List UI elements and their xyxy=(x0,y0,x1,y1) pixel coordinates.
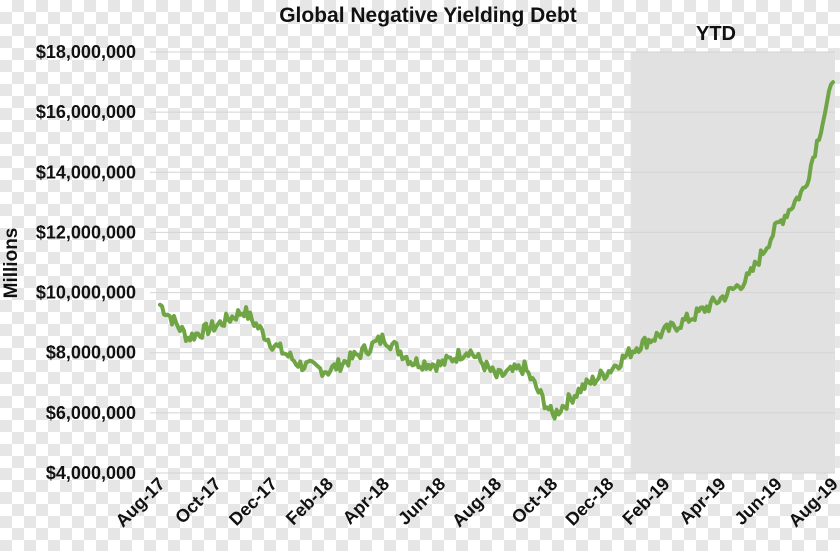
x-tick-label: Jun-19 xyxy=(731,474,786,529)
y-tick-label: $4,000,000 xyxy=(46,463,136,483)
ytd-shaded-region xyxy=(630,52,835,473)
y-tick-label: $8,000,000 xyxy=(46,343,136,363)
x-tick-label: Aug-18 xyxy=(448,474,505,531)
y-axis: $4,000,000 $6,000,000 $8,000,000 $10,000,00… xyxy=(36,42,136,483)
y-tick-label: $6,000,000 xyxy=(46,403,136,423)
y-tick-label: $16,000,000 xyxy=(36,102,136,122)
x-tick-label: Oct-18 xyxy=(508,474,562,528)
x-tick-label: Oct-17 xyxy=(171,474,225,528)
y-tick-label: $18,000,000 xyxy=(36,42,136,62)
x-tick-label: Apr-18 xyxy=(339,474,393,528)
x-tick-label: Dec-18 xyxy=(562,474,618,530)
x-axis: Aug-17 Oct-17 Dec-17 Feb-18 Apr-18 Jun-18Aug-… xyxy=(112,474,840,531)
x-tick-label: Feb-18 xyxy=(282,474,337,529)
gridlines xyxy=(150,51,835,474)
ytd-label: YTD xyxy=(696,23,736,45)
x-tick-label: Feb-19 xyxy=(618,474,673,529)
x-tick-label: Aug-19 xyxy=(785,474,840,531)
x-tick-label: Jun-18 xyxy=(394,474,449,529)
y-tick-label: $10,000,000 xyxy=(36,283,136,303)
y-tick-label: $14,000,000 xyxy=(36,162,136,182)
chart-title: Global Negative Yielding Debt xyxy=(279,4,577,27)
x-tick-label: Dec-17 xyxy=(225,474,281,530)
x-tick-label: Apr-19 xyxy=(675,474,729,528)
y-axis-label: Millions xyxy=(1,228,22,299)
series-line xyxy=(158,80,835,421)
y-tick-label: $12,000,000 xyxy=(36,222,136,242)
